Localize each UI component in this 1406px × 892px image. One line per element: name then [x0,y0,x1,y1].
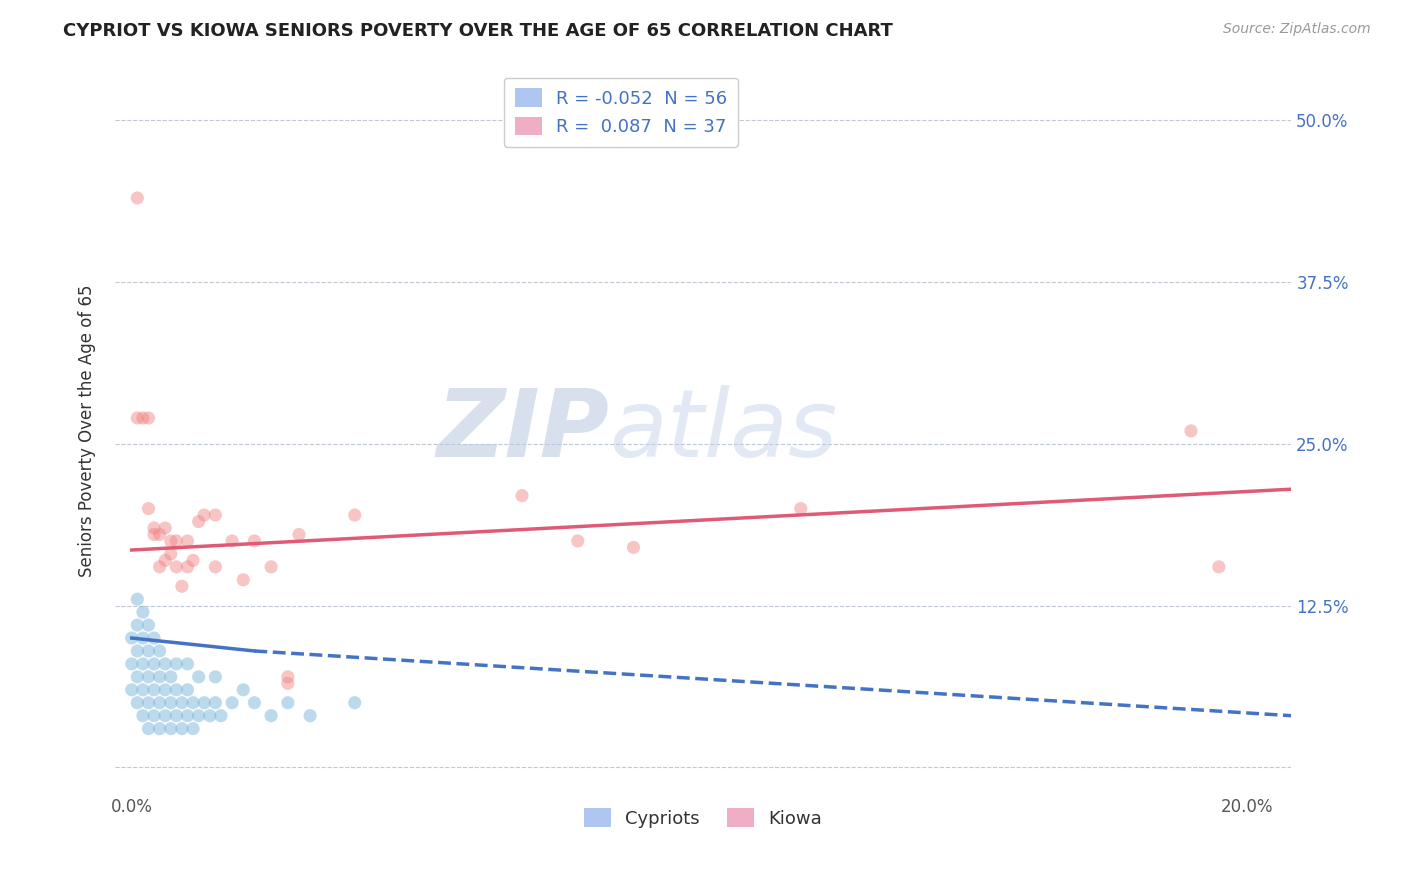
Point [143,682,166,697]
Point [132,657,155,671]
Point [159,670,181,684]
Point [153,708,176,723]
Point [165,657,187,671]
Point [198,708,221,723]
Point [1208,559,1230,574]
Point [277,696,299,710]
Point [127,644,149,658]
Point [510,489,533,503]
Point [143,631,166,645]
Point [288,527,311,541]
Point [149,527,172,541]
Text: ZIP: ZIP [436,385,609,477]
Point [343,696,366,710]
Point [176,708,198,723]
Point [149,670,172,684]
Point [132,708,155,723]
Point [159,722,181,736]
Point [170,579,193,593]
Point [243,533,266,548]
Point [193,696,215,710]
Point [221,696,243,710]
Point [127,696,149,710]
Point [260,559,283,574]
Point [567,533,589,548]
Point [1180,424,1202,438]
Point [176,559,198,574]
Point [159,533,181,548]
Point [165,533,187,548]
Point [127,618,149,632]
Point [121,682,143,697]
Point [176,657,198,671]
Point [153,682,176,697]
Point [153,553,176,567]
Point [143,708,166,723]
Point [187,708,209,723]
Point [138,722,160,736]
Point [165,559,187,574]
Point [170,722,193,736]
Point [299,708,322,723]
Point [121,631,143,645]
Point [623,541,645,555]
Point [127,191,149,205]
Point [181,553,204,567]
Point [138,501,160,516]
Point [790,501,813,516]
Point [165,708,187,723]
Point [170,696,193,710]
Point [277,676,299,690]
Point [143,527,166,541]
Point [127,411,149,425]
Point [121,657,143,671]
Point [204,670,226,684]
Point [138,411,160,425]
Point [149,722,172,736]
Point [204,696,226,710]
Point [176,682,198,697]
Text: CYPRIOT VS KIOWA SENIORS POVERTY OVER THE AGE OF 65 CORRELATION CHART: CYPRIOT VS KIOWA SENIORS POVERTY OVER TH… [63,22,893,40]
Point [159,547,181,561]
Point [138,696,160,710]
Point [149,644,172,658]
Y-axis label: Seniors Poverty Over the Age of 65: Seniors Poverty Over the Age of 65 [79,285,96,577]
Point [153,657,176,671]
Text: Source: ZipAtlas.com: Source: ZipAtlas.com [1223,22,1371,37]
Point [232,573,254,587]
Point [138,618,160,632]
Point [193,508,215,522]
Point [221,533,243,548]
Point [138,670,160,684]
Point [149,559,172,574]
Point [127,592,149,607]
Point [204,508,226,522]
Point [277,670,299,684]
Point [181,696,204,710]
Point [209,708,232,723]
Point [260,708,283,723]
Point [132,631,155,645]
Point [232,682,254,697]
Point [187,515,209,529]
Point [132,682,155,697]
Point [165,682,187,697]
Point [187,670,209,684]
Point [153,521,176,535]
Point [176,533,198,548]
Point [181,722,204,736]
Point [204,559,226,574]
Point [143,657,166,671]
Point [138,644,160,658]
Point [132,605,155,619]
Point [159,696,181,710]
Point [127,670,149,684]
Text: atlas: atlas [609,385,838,476]
Point [149,696,172,710]
Legend: Cypriots, Kiowa: Cypriots, Kiowa [576,801,830,835]
Point [143,521,166,535]
Point [243,696,266,710]
Point [343,508,366,522]
Point [132,411,155,425]
